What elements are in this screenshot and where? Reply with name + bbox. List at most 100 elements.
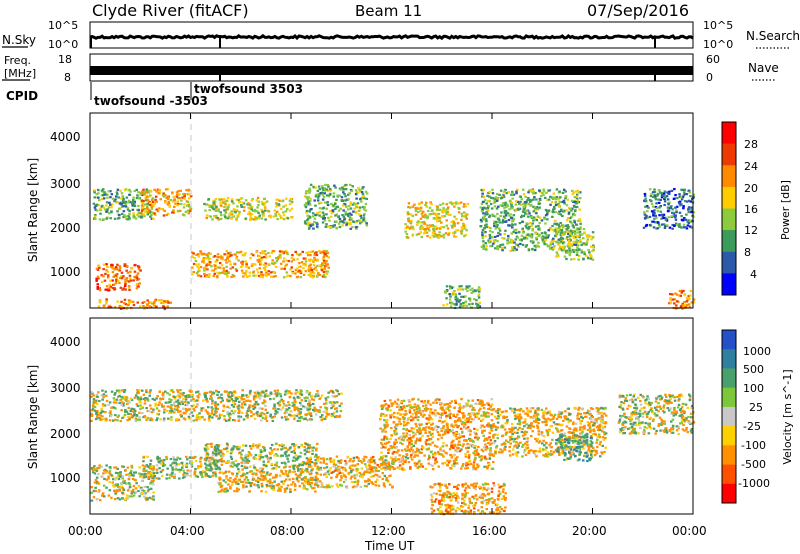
velocity-cell (165, 457, 169, 460)
power-cell (250, 199, 254, 202)
velocity-cell (280, 416, 284, 419)
power-cell (478, 305, 482, 308)
velocity-cell (109, 410, 112, 413)
velocity-cell (269, 413, 272, 416)
power-cell (488, 214, 492, 217)
velocity-cell (335, 389, 338, 392)
power-cell (484, 218, 488, 221)
velocity-cell (370, 456, 373, 459)
power-cell (205, 216, 208, 220)
power-cell (566, 236, 569, 239)
power-cell (197, 253, 200, 256)
velocity-cell (255, 472, 258, 475)
power-cell (309, 267, 313, 270)
power-cell (244, 265, 248, 268)
power-cell (341, 186, 344, 189)
power-cell (321, 264, 325, 267)
power-cell (214, 207, 217, 210)
velocity-cell (221, 455, 225, 458)
velocity-cell (92, 466, 96, 469)
power-cell (422, 210, 425, 213)
velocity-cell (309, 478, 312, 481)
velocity-cell (156, 457, 159, 460)
velocity-cell (177, 410, 180, 413)
velocity-cell (269, 480, 272, 483)
velocity-cell (273, 448, 276, 451)
velocity-cell (248, 406, 251, 409)
velocity-cell (148, 496, 152, 499)
power-cell (565, 209, 568, 212)
velocity-cell (155, 477, 158, 480)
power-cell (298, 269, 301, 272)
power-cell (562, 241, 566, 244)
power-cell (656, 210, 660, 213)
power-cell (453, 205, 456, 208)
power-cell (164, 201, 167, 204)
velocity-cell (191, 456, 194, 459)
velocity-cell (335, 415, 338, 418)
power-cell (241, 263, 244, 266)
power-cell (267, 262, 270, 266)
power-cell (675, 300, 679, 303)
power-cell (462, 205, 466, 208)
power-cell (105, 217, 108, 220)
power-cell (132, 199, 135, 202)
velocity-cell (101, 398, 104, 401)
power-cell (554, 240, 558, 243)
power-cell (121, 200, 125, 203)
velocity-cell (253, 406, 257, 409)
power-cell (570, 243, 573, 246)
power-cell (326, 203, 330, 207)
velocity-cell (256, 484, 259, 487)
velocity-cell (93, 472, 97, 475)
power-cell (558, 248, 561, 251)
velocity-cell (381, 458, 384, 461)
power-cell (582, 237, 585, 240)
power-cell (234, 209, 238, 212)
power-cell (132, 202, 136, 205)
power-cell (280, 267, 283, 270)
power-cell (175, 193, 179, 196)
velocity-cell (150, 407, 153, 410)
power-cell (295, 252, 299, 255)
velocity-cell (123, 390, 126, 393)
power-cell (464, 212, 467, 216)
power-cell (450, 221, 453, 224)
velocity-cell (246, 454, 250, 457)
power-cell (318, 211, 321, 214)
velocity-cell (265, 454, 268, 457)
power-cell (576, 251, 579, 254)
power-cell (658, 201, 661, 204)
velocity-cell (211, 391, 215, 394)
velocity-cell (171, 471, 174, 474)
velocity-cell (136, 418, 139, 421)
power-cell (437, 227, 440, 230)
power-cell (144, 196, 147, 199)
velocity-cell (162, 458, 166, 462)
power-cell (228, 260, 232, 263)
velocity-cell (134, 471, 138, 474)
velocity-cell (295, 458, 298, 461)
power-cell (131, 204, 134, 207)
power-cell (644, 197, 647, 200)
power-cell (230, 198, 234, 201)
power-cell (159, 198, 162, 201)
power-cell (451, 226, 454, 229)
velocity-cell (146, 498, 149, 501)
power-cell (240, 269, 244, 272)
power-cell (661, 215, 664, 218)
power-cell (259, 275, 262, 278)
velocity-cell (169, 473, 172, 477)
power-cell (555, 233, 559, 236)
power-cell (325, 260, 328, 263)
nsky-trace (89, 33, 694, 41)
power-cell (268, 255, 271, 258)
velocity-cell (282, 472, 285, 475)
velocity-cell (225, 390, 229, 393)
velocity-cell (276, 448, 279, 451)
power-cell (294, 250, 297, 253)
power-cell (566, 198, 569, 201)
power-cell (508, 208, 511, 211)
velocity-cell (320, 416, 324, 419)
power-cell (502, 194, 505, 197)
